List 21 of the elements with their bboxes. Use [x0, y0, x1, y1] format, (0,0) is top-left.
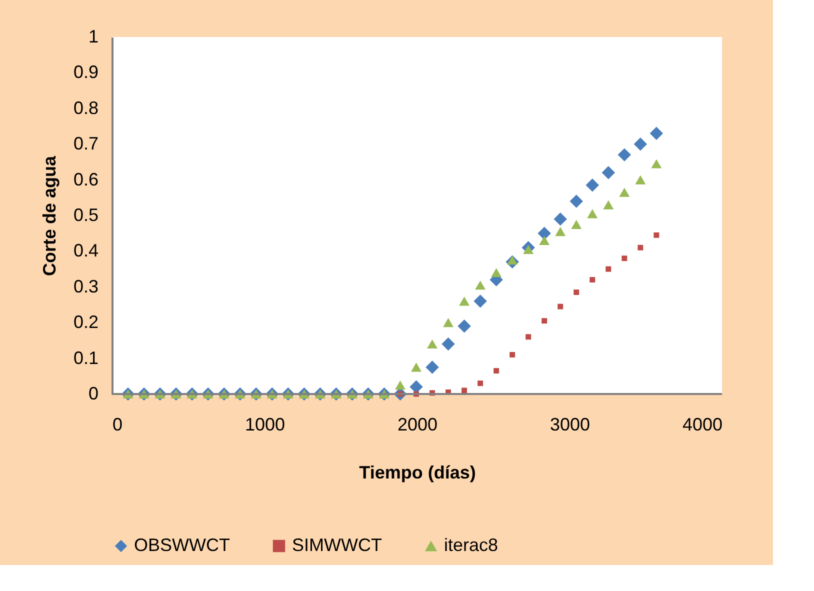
x-tick-label: 0: [112, 414, 123, 434]
y-tick-label: 1: [88, 26, 98, 46]
legend-label: OBSWWCT: [134, 535, 230, 555]
y-tick-label: 0.7: [73, 134, 98, 154]
x-tick-label: 2000: [397, 414, 438, 434]
y-tick-label: 0.6: [73, 169, 98, 190]
y-axis-title: Corte de agua: [39, 155, 60, 276]
y-tick-label: 0.3: [73, 276, 98, 296]
x-tick-label: 3000: [550, 414, 590, 434]
y-tick-label: 0: [88, 384, 98, 404]
legend-label: iterac8: [444, 535, 498, 555]
y-tick-label: 0.4: [73, 240, 98, 261]
y-tick-label: 0.1: [73, 348, 98, 368]
x-tick-label: 4000: [682, 414, 722, 434]
y-tick-label: 0.2: [73, 312, 98, 332]
x-tick-label: 1000: [244, 414, 286, 434]
legend-label: SIMWWCT: [292, 535, 382, 555]
y-tick-label: 0.9: [73, 62, 98, 82]
x-axis-title: Tiempo (días): [359, 462, 476, 482]
y-tick-label: 0.8: [73, 98, 98, 118]
y-tick-label: 0.5: [73, 205, 98, 225]
